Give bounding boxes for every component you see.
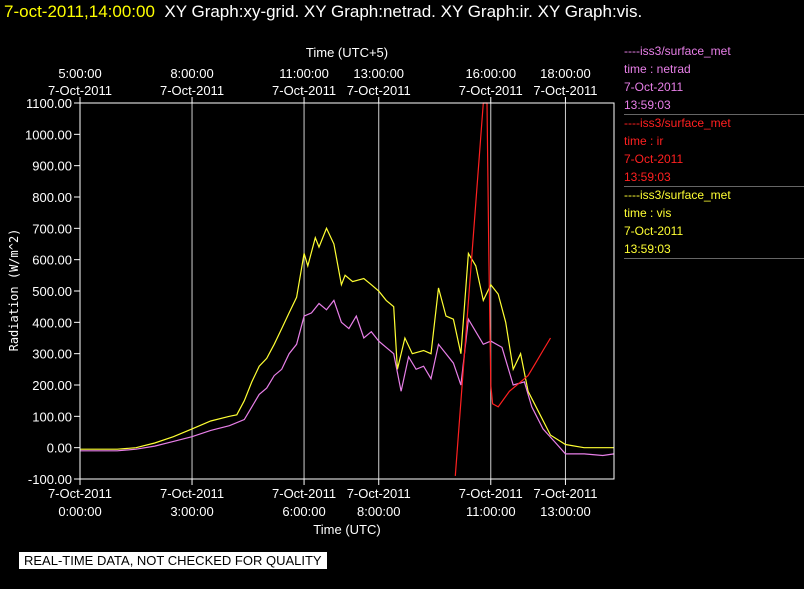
x-tick-label-date: 7-Oct-2011 bbox=[272, 486, 336, 501]
y-tick-label: 1000.00 bbox=[25, 127, 72, 142]
series-line-ir bbox=[454, 102, 552, 476]
x-tick-label-date: 7-Oct-2011 bbox=[160, 486, 224, 501]
legend-source: ----iss3/surface_met bbox=[624, 116, 731, 130]
x2-tick-label-date: 7-Oct-2011 bbox=[459, 83, 523, 98]
plot-series bbox=[80, 102, 615, 476]
legend-time: 13:59:03 bbox=[624, 170, 671, 184]
legend-variable: time : ir bbox=[624, 134, 664, 148]
x-axis-top: 5:00:00 7-Oct-2011 8:00:00 7-Oct-2011 11:00:… bbox=[48, 66, 597, 103]
x2-tick-label-time: 18:00:00 bbox=[540, 66, 591, 81]
y-tick-label: 0.00 bbox=[47, 441, 72, 456]
x-axis-bottom: 7-Oct-2011 0:00:00 7-Oct-2011 3:00:00 7-Oct-… bbox=[48, 479, 597, 519]
plot-frame bbox=[79, 102, 615, 480]
x-tick-label-date: 7-Oct-2011 bbox=[48, 486, 112, 501]
header-title: XY Graph:xy-grid. XY Graph:netrad. XY Gr… bbox=[164, 2, 643, 21]
y-tick-label: -100.00 bbox=[28, 472, 72, 487]
page-header: 7-oct-2011,14:00:00 XY Graph:xy-grid. XY… bbox=[4, 2, 642, 22]
legend-source: ----iss3/surface_met bbox=[624, 188, 731, 202]
legend-entry-vis: ----iss3/surface_met time : vis 7-Oct-20… bbox=[624, 186, 804, 259]
legend-variable: time : vis bbox=[624, 206, 672, 220]
x-tick-label-date: 7-Oct-2011 bbox=[347, 486, 411, 501]
x2-tick-label-date: 7-Oct-2011 bbox=[48, 83, 112, 98]
y-tick-label: 600.00 bbox=[32, 253, 72, 268]
x2-axis-label: Time (UTC+5) bbox=[306, 45, 388, 60]
x-tick-label-date: 7-Oct-2011 bbox=[459, 486, 523, 501]
x-tick-label-time: 13:00:00 bbox=[540, 504, 591, 519]
y-tick-label: 1100.00 bbox=[26, 96, 72, 111]
x2-tick-label-time: 11:00:00 bbox=[279, 66, 329, 81]
x2-tick-label-time: 5:00:00 bbox=[58, 66, 101, 81]
legend-date: 7-Oct-2011 bbox=[624, 152, 684, 166]
y-tick-label: 100.00 bbox=[32, 409, 72, 424]
legend-time: 13:59:03 bbox=[624, 242, 671, 256]
legend-date: 7-Oct-2011 bbox=[624, 224, 684, 238]
x-tick-label-time: 11:00:00 bbox=[466, 504, 516, 519]
y-tick-label: 900.00 bbox=[32, 159, 72, 174]
x-axis-label: Time (UTC) bbox=[313, 522, 380, 537]
x-tick-label-time: 6:00:00 bbox=[282, 504, 325, 519]
y-tick-label: 700.00 bbox=[32, 221, 72, 236]
y-tick-label: 300.00 bbox=[32, 347, 72, 362]
legend-time: 13:59:03 bbox=[624, 98, 671, 112]
y-axis-label: Radiation (W/m^2) bbox=[7, 229, 21, 352]
series-line-vis bbox=[80, 226, 614, 450]
x-tick-label-date: 7-Oct-2011 bbox=[533, 486, 597, 501]
series-line-netrad bbox=[80, 299, 615, 457]
y-tick-label: 500.00 bbox=[32, 284, 72, 299]
quality-disclaimer: REAL-TIME DATA, NOT CHECKED FOR QUALITY bbox=[19, 552, 327, 569]
legend-entry-ir: ----iss3/surface_met time : ir 7-Oct-201… bbox=[624, 114, 804, 187]
legend-variable: time : netrad bbox=[624, 62, 691, 76]
legend-source: ----iss3/surface_met bbox=[624, 44, 731, 58]
legend-entry-netrad: ----iss3/surface_met time : netrad 7-Oct… bbox=[624, 42, 804, 115]
x-tick-label-time: 3:00:00 bbox=[170, 504, 213, 519]
y-tick-label: 400.00 bbox=[32, 315, 72, 330]
x2-tick-label-date: 7-Oct-2011 bbox=[160, 83, 224, 98]
x2-tick-label-time: 13:00:00 bbox=[353, 66, 404, 81]
x-tick-label-time: 0:00:00 bbox=[58, 504, 101, 519]
x2-tick-label-time: 16:00:00 bbox=[465, 66, 516, 81]
x2-tick-label-time: 8:00:00 bbox=[170, 66, 213, 81]
x-tick-label-time: 8:00:00 bbox=[357, 504, 400, 519]
x2-tick-label-date: 7-Oct-2011 bbox=[533, 83, 597, 98]
y-tick-label: 800.00 bbox=[32, 190, 72, 205]
header-timestamp: 7-oct-2011,14:00:00 bbox=[4, 2, 155, 21]
y-tick-label: 200.00 bbox=[32, 378, 72, 393]
x2-tick-label-date: 7-Oct-2011 bbox=[272, 83, 336, 98]
legend-date: 7-Oct-2011 bbox=[624, 80, 684, 94]
y-axis: -100.00 0.00 100.00 200.00 300.00 400.00 500.0… bbox=[25, 96, 80, 487]
x2-tick-label-date: 7-Oct-2011 bbox=[347, 83, 411, 98]
